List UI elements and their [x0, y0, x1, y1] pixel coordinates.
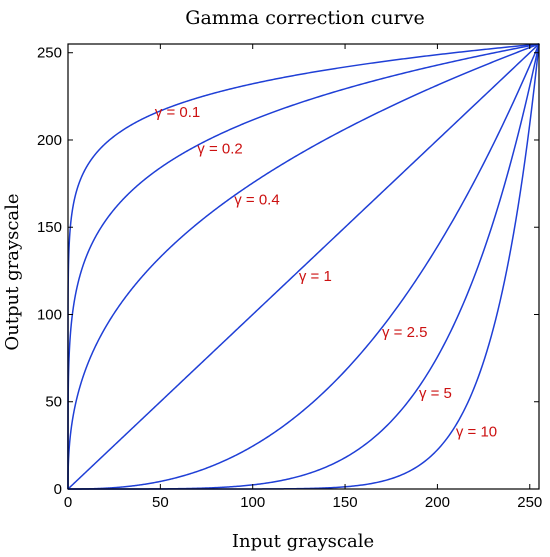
- curve-annotations: γ = 0.1 γ = 0.2 γ = 0.4 γ = 1 γ = 2.5 γ = 5 γ …: [155, 104, 497, 440]
- x-axis-ticks: 0 50 100 150 200 250: [64, 44, 542, 511]
- curve-gamma-0-4: [67, 43, 540, 490]
- y-tick-label: 150: [37, 219, 62, 236]
- y-tick-label: 0: [54, 481, 62, 498]
- x-tick-label: 0: [64, 494, 72, 511]
- curve-gamma-0-1: [67, 43, 540, 489]
- curve-label-gamma-0-1: γ = 0.1: [155, 104, 200, 121]
- y-tick-label: 50: [45, 394, 62, 411]
- x-tick-label: 150: [333, 494, 358, 511]
- x-tick-label: 200: [425, 494, 450, 511]
- curve-label-gamma-1: γ = 1: [299, 268, 332, 285]
- y-tick-label: 200: [37, 132, 62, 149]
- x-tick-label: 50: [152, 494, 169, 511]
- x-axis-label: Input grayscale: [232, 531, 374, 552]
- y-axis-ticks: 0 50 100 150 200 250: [37, 45, 539, 498]
- y-tick-label: 100: [37, 306, 62, 323]
- x-tick-label: 100: [240, 494, 265, 511]
- curve-label-gamma-10: γ = 10: [456, 423, 497, 440]
- curves-layer: [67, 43, 540, 490]
- curve-label-gamma-0-2: γ = 0.2: [197, 141, 242, 158]
- curve-label-gamma-2-5: γ = 2.5: [382, 324, 427, 341]
- y-tick-label: 250: [37, 45, 62, 62]
- curve-label-gamma-0-4: γ = 0.4: [234, 191, 279, 208]
- x-tick-label: 250: [517, 494, 542, 511]
- y-axis-label: Output grayscale: [2, 193, 23, 350]
- curve-gamma-0-2: [67, 43, 540, 489]
- curve-gamma-1: [67, 43, 540, 490]
- curve-label-gamma-5: γ = 5: [419, 385, 452, 402]
- chart-title: Gamma correction curve: [185, 7, 424, 29]
- plot-frame: [67, 43, 540, 490]
